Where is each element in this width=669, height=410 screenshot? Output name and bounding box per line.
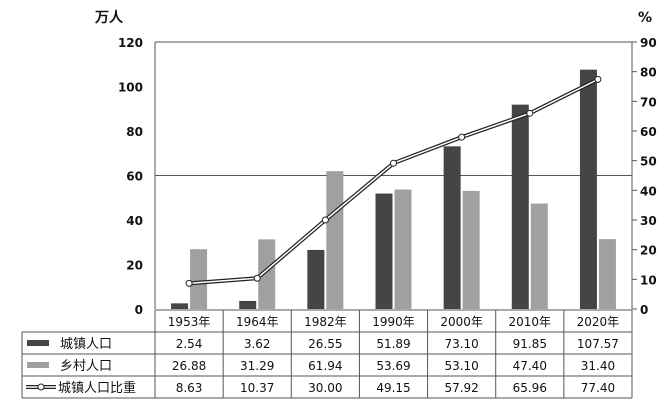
data-label: 26.88	[172, 359, 206, 373]
bar-乡村人口-1982年	[326, 171, 344, 309]
category-label: 2000年	[440, 315, 483, 329]
category-label: 2010年	[509, 315, 552, 329]
right-tick-label: 70	[640, 95, 657, 109]
left-tick-label: 100	[118, 81, 143, 95]
left-tick-label: 0	[135, 303, 143, 317]
data-label: 2.54	[176, 337, 203, 351]
bar-城镇人口-1953年	[171, 303, 189, 309]
data-label: 77.40	[581, 381, 615, 395]
right-tick-label: 0	[640, 303, 648, 317]
bar-城镇人口-2020年	[579, 69, 597, 309]
left-tick-label: 120	[118, 36, 143, 50]
left-tick-label: 40	[126, 214, 143, 228]
line-point-2010年	[526, 109, 534, 117]
right-tick-label: 90	[640, 36, 657, 50]
line-point-1953年	[185, 279, 193, 287]
bar-乡村人口-2000年	[462, 190, 480, 309]
bar-乡村人口-1990年	[394, 189, 412, 309]
data-label: 51.89	[376, 337, 410, 351]
data-label: 91.85	[513, 337, 547, 351]
bar-城镇人口-1982年	[307, 249, 325, 309]
data-label: 107.57	[577, 337, 619, 351]
left-tick-label: 20	[126, 259, 143, 273]
bar-乡村人口-2010年	[530, 203, 548, 309]
line-point-2020年	[594, 75, 602, 83]
data-label: 65.96	[513, 381, 547, 395]
data-label: 31.40	[581, 359, 615, 373]
legend-swatch-乡村人口	[27, 362, 49, 368]
data-label: 26.55	[308, 337, 342, 351]
line-point-2000年	[458, 133, 466, 141]
category-label: 1982年	[304, 315, 347, 329]
data-label: 53.10	[444, 359, 478, 373]
bar-城镇人口-2000年	[443, 146, 461, 309]
bar-城镇人口-1990年	[375, 193, 393, 309]
bar-乡村人口-1953年	[190, 249, 208, 309]
legend-label: 城镇人口比重	[58, 380, 136, 396]
legend-label: 城镇人口	[60, 337, 112, 352]
right-tick-label: 40	[640, 184, 657, 198]
legend-label: 乡村人口	[60, 359, 112, 374]
bar-乡村人口-1964年	[258, 239, 276, 309]
bar-城镇人口-2010年	[511, 104, 529, 309]
left-tick-label: 80	[126, 125, 143, 139]
right-tick-label: 60	[640, 125, 657, 139]
left-axis-unit: 万人	[94, 9, 124, 26]
data-label: 30.00	[308, 381, 342, 395]
category-label: 1964年	[236, 315, 279, 329]
data-label: 73.10	[444, 337, 478, 351]
bar-乡村人口-2020年	[598, 239, 616, 309]
category-label: 2020年	[577, 315, 620, 329]
line-point-1990年	[390, 159, 397, 167]
left-tick-label: 60	[126, 170, 143, 184]
data-label: 47.40	[513, 359, 547, 373]
bar-城镇人口-1964年	[239, 300, 257, 309]
line-point-1964年	[253, 274, 261, 282]
data-label: 3.62	[244, 337, 271, 351]
data-label: 61.94	[308, 359, 342, 373]
right-tick-label: 50	[640, 155, 657, 169]
line-point-1982年	[321, 216, 329, 224]
right-tick-label: 30	[640, 214, 657, 228]
data-label: 10.37	[240, 381, 274, 395]
category-label: 1953年	[168, 315, 211, 329]
data-label: 49.15	[376, 381, 410, 395]
data-label: 57.92	[444, 381, 478, 395]
right-tick-label: 10	[640, 273, 657, 287]
data-label: 53.69	[376, 359, 410, 373]
data-label: 8.63	[176, 381, 203, 395]
right-axis-unit: %	[638, 10, 652, 26]
data-label: 31.29	[240, 359, 274, 373]
category-label: 1990年	[372, 315, 415, 329]
right-tick-label: 20	[640, 244, 657, 258]
right-tick-label: 80	[640, 66, 657, 80]
legend-line-marker	[37, 383, 45, 391]
legend-swatch-城镇人口	[27, 340, 49, 346]
